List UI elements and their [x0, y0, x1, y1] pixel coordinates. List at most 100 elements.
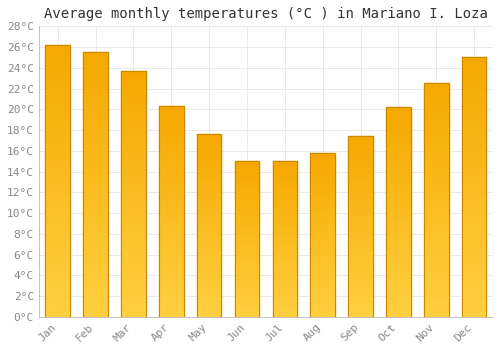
- Bar: [84, 121, 108, 124]
- Bar: [462, 174, 486, 177]
- Bar: [424, 100, 448, 102]
- Bar: [424, 298, 448, 300]
- Bar: [234, 264, 260, 265]
- Bar: [46, 138, 70, 140]
- Bar: [424, 107, 448, 109]
- Bar: [121, 122, 146, 125]
- Bar: [159, 119, 184, 121]
- Bar: [234, 272, 260, 273]
- Bar: [462, 151, 486, 153]
- Bar: [310, 256, 335, 258]
- Bar: [84, 166, 108, 169]
- Bar: [46, 151, 70, 154]
- Bar: [348, 219, 373, 221]
- Bar: [310, 295, 335, 297]
- Bar: [310, 196, 335, 197]
- Bar: [310, 309, 335, 310]
- Bar: [310, 279, 335, 281]
- Bar: [159, 294, 184, 296]
- Bar: [234, 296, 260, 298]
- Bar: [46, 170, 70, 173]
- Bar: [234, 177, 260, 178]
- Bar: [197, 234, 222, 237]
- Bar: [159, 157, 184, 159]
- Bar: [159, 298, 184, 300]
- Bar: [159, 228, 184, 230]
- Bar: [159, 287, 184, 289]
- Bar: [234, 164, 260, 166]
- Bar: [84, 94, 108, 97]
- Bar: [272, 295, 297, 296]
- Bar: [462, 299, 486, 301]
- Bar: [272, 306, 297, 307]
- Bar: [197, 156, 222, 158]
- Bar: [234, 217, 260, 219]
- Bar: [159, 315, 184, 317]
- Bar: [159, 310, 184, 313]
- Bar: [424, 226, 448, 228]
- Bar: [46, 126, 70, 129]
- Bar: [424, 235, 448, 237]
- Bar: [46, 287, 70, 289]
- Bar: [121, 290, 146, 292]
- Bar: [462, 156, 486, 159]
- Bar: [348, 169, 373, 170]
- Bar: [272, 223, 297, 225]
- Bar: [46, 178, 70, 181]
- Bar: [159, 232, 184, 234]
- Bar: [462, 138, 486, 140]
- Bar: [348, 151, 373, 153]
- Bar: [46, 48, 70, 50]
- Bar: [121, 167, 146, 169]
- Bar: [121, 187, 146, 189]
- Bar: [386, 191, 410, 193]
- Bar: [234, 225, 260, 226]
- Bar: [348, 237, 373, 239]
- Bar: [272, 304, 297, 306]
- Bar: [424, 300, 448, 303]
- Bar: [386, 285, 410, 287]
- Bar: [197, 174, 222, 176]
- Bar: [234, 170, 260, 172]
- Bar: [84, 155, 108, 158]
- Bar: [159, 134, 184, 136]
- Bar: [234, 166, 260, 167]
- Bar: [234, 250, 260, 251]
- Bar: [462, 223, 486, 226]
- Bar: [84, 184, 108, 187]
- Bar: [386, 246, 410, 248]
- Bar: [84, 248, 108, 251]
- Bar: [84, 277, 108, 280]
- Bar: [197, 145, 222, 147]
- Bar: [121, 226, 146, 228]
- Bar: [121, 74, 146, 76]
- Bar: [121, 83, 146, 86]
- Bar: [386, 300, 410, 302]
- Bar: [197, 141, 222, 143]
- Bar: [46, 148, 70, 151]
- Bar: [46, 89, 70, 91]
- Bar: [310, 310, 335, 312]
- Bar: [348, 181, 373, 183]
- Bar: [197, 313, 222, 315]
- Bar: [424, 216, 448, 219]
- Bar: [121, 98, 146, 100]
- Bar: [272, 170, 297, 172]
- Bar: [386, 113, 410, 116]
- Bar: [424, 102, 448, 104]
- Bar: [272, 208, 297, 209]
- Bar: [234, 178, 260, 180]
- Bar: [84, 163, 108, 166]
- Bar: [462, 239, 486, 241]
- Bar: [386, 308, 410, 310]
- Bar: [310, 259, 335, 261]
- Bar: [234, 194, 260, 195]
- Bar: [272, 226, 297, 228]
- Bar: [348, 162, 373, 163]
- Bar: [234, 208, 260, 209]
- Bar: [159, 226, 184, 228]
- Bar: [462, 140, 486, 143]
- Bar: [272, 211, 297, 212]
- Bar: [159, 106, 184, 108]
- Bar: [424, 125, 448, 128]
